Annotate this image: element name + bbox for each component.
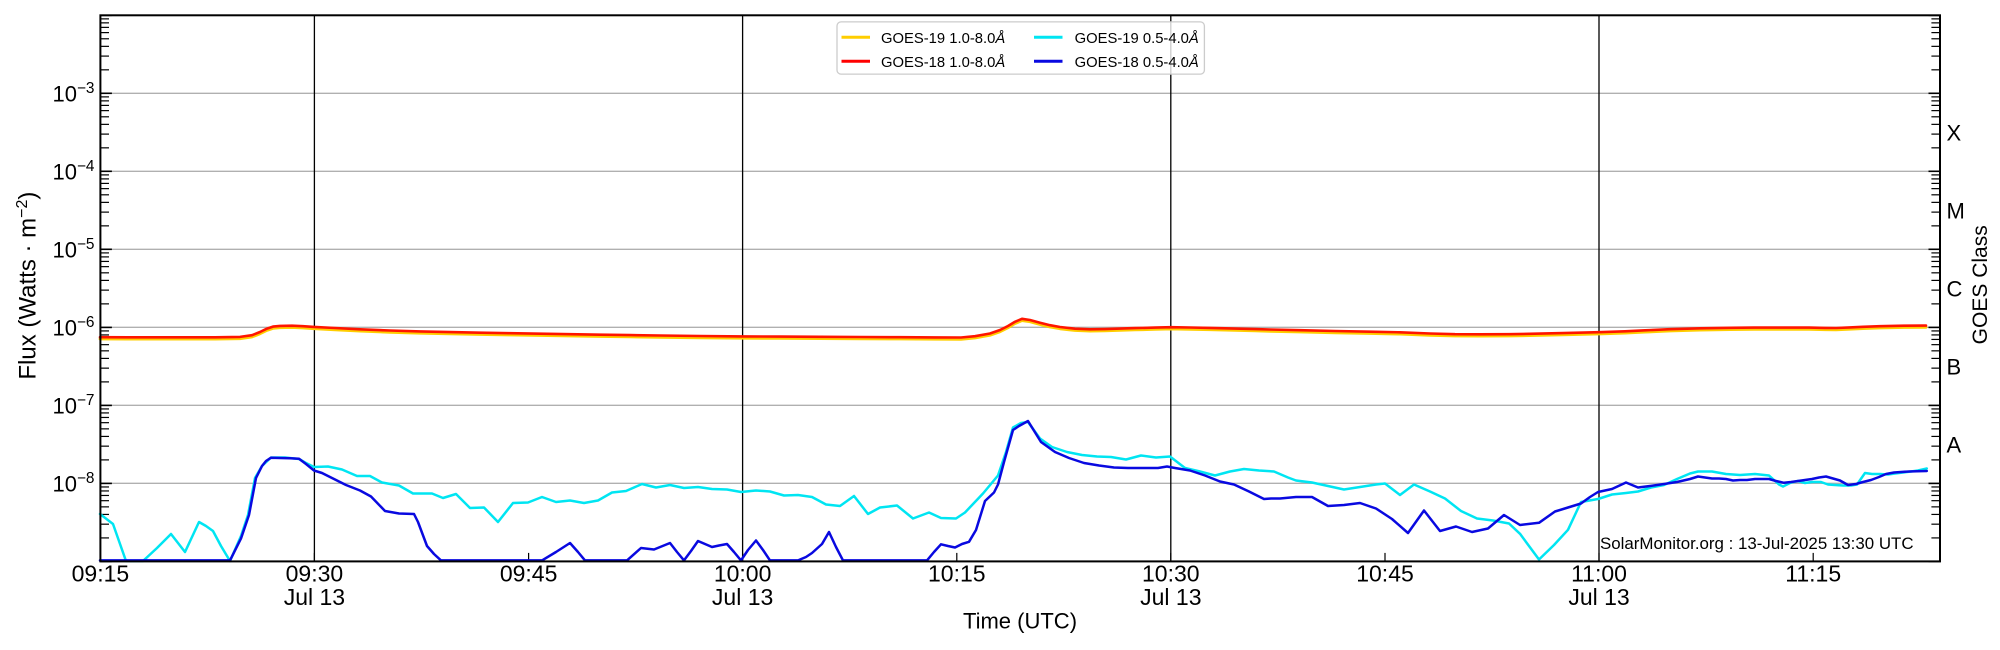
svg-text:10:30: 10:30 <box>1142 561 1200 587</box>
svg-text:GOES-19 0.5-4.0Å: GOES-19 0.5-4.0Å <box>1075 30 1199 47</box>
svg-text:11:00: 11:00 <box>1571 561 1627 587</box>
svg-text:09:30: 09:30 <box>286 561 344 587</box>
svg-text:Jul 13: Jul 13 <box>1140 584 1201 610</box>
svg-text:10:45: 10:45 <box>1356 561 1414 587</box>
svg-text:C: C <box>1947 277 1963 302</box>
svg-text:Flux (Watts · m−2): Flux (Watts · m−2) <box>14 192 42 380</box>
svg-text:Time (UTC): Time (UTC) <box>963 609 1077 634</box>
svg-text:SolarMonitor.org : 13-Jul-2025: SolarMonitor.org : 13-Jul-2025 13:30 UTC <box>1600 534 1914 553</box>
svg-text:A: A <box>1947 433 1962 458</box>
svg-text:Jul 13: Jul 13 <box>284 584 345 610</box>
svg-text:B: B <box>1947 355 1962 380</box>
svg-text:10:00: 10:00 <box>714 561 772 587</box>
svg-text:10−5: 10−5 <box>52 236 94 263</box>
svg-text:M: M <box>1947 199 1965 224</box>
svg-text:Jul 13: Jul 13 <box>1568 584 1629 610</box>
svg-text:X: X <box>1947 121 1962 146</box>
svg-text:10:15: 10:15 <box>928 561 986 587</box>
svg-text:09:45: 09:45 <box>500 561 558 587</box>
svg-text:GOES-19 1.0-8.0Å: GOES-19 1.0-8.0Å <box>881 30 1005 47</box>
svg-text:09:15: 09:15 <box>72 561 130 587</box>
svg-text:GOES Class: GOES Class <box>1969 225 1992 344</box>
svg-text:GOES-18 1.0-8.0Å: GOES-18 1.0-8.0Å <box>881 54 1005 71</box>
svg-text:GOES-18 0.5-4.0Å: GOES-18 0.5-4.0Å <box>1075 54 1199 71</box>
svg-text:11:15: 11:15 <box>1785 561 1841 587</box>
svg-text:Jul 13: Jul 13 <box>712 584 773 610</box>
